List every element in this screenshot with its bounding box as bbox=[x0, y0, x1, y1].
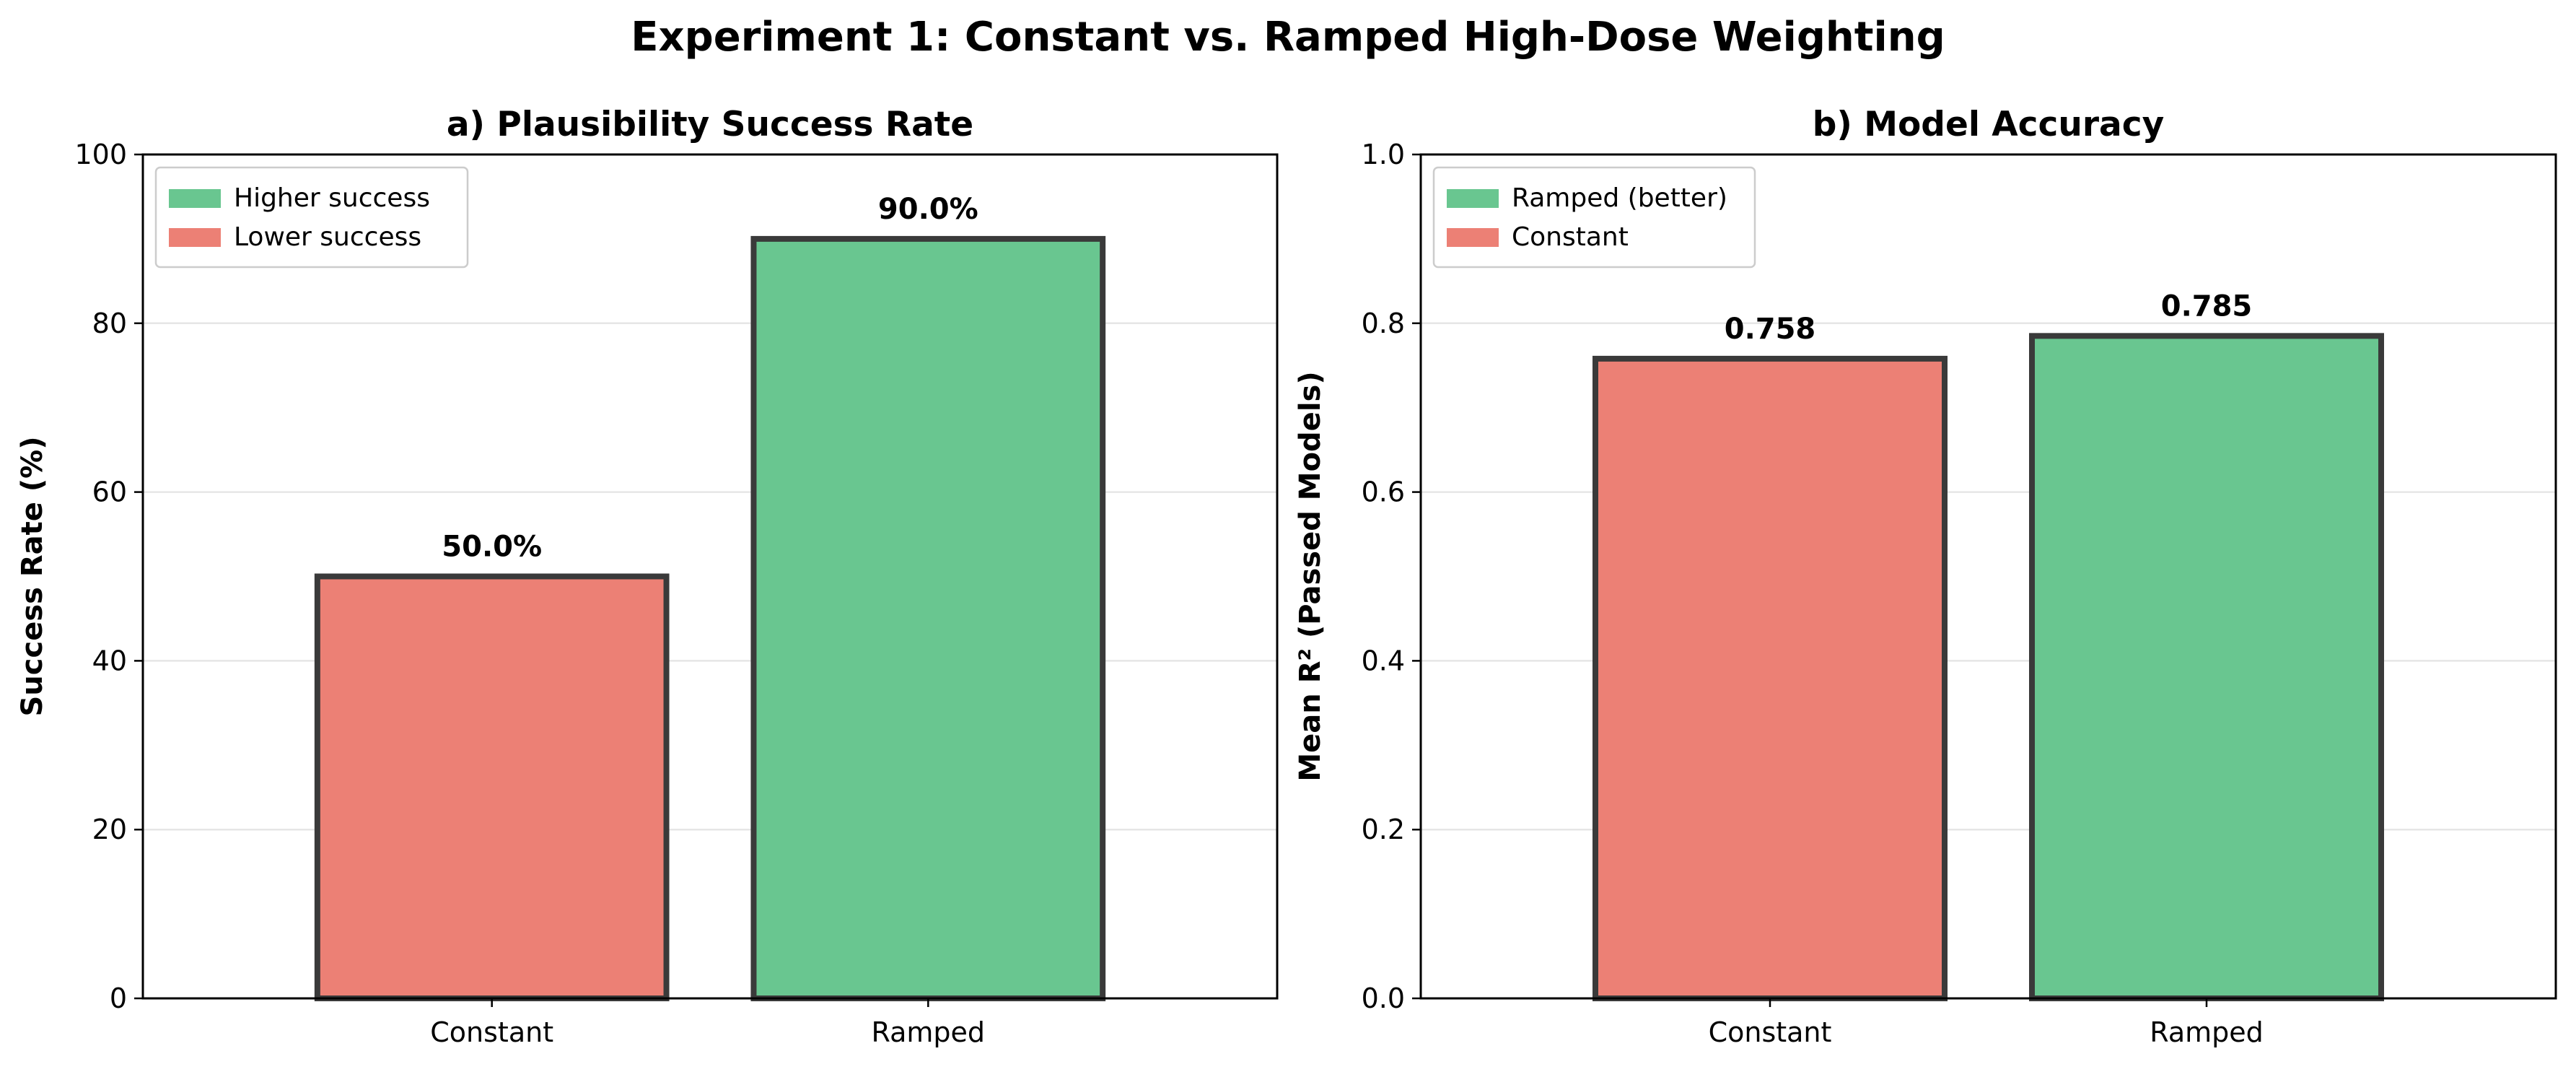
chart-2-title: b) Model Accuracy bbox=[1813, 105, 2165, 144]
panel-b-accuracy-chart: 0.758 Constant 0.785 Ramped 0.0 0.2 0.4 0.6 0.8 1… bbox=[1294, 105, 2557, 1048]
chart-2-bar-ramped bbox=[2029, 333, 2384, 1001]
chart-1-y-tick-label: 60 bbox=[92, 476, 127, 508]
chart-2-legend bbox=[1432, 166, 1756, 269]
chart-1-y-axis-label: Success Rate (%) bbox=[16, 437, 49, 717]
chart-1-value-label: 90.0% bbox=[878, 193, 978, 226]
chart-2-legend-label: Ramped (better) bbox=[1512, 183, 1727, 213]
chart-1-legend-swatch bbox=[169, 189, 221, 208]
chart-2-value-label: 0.758 bbox=[1725, 313, 1816, 346]
chart-2-x-tick-label: Ramped bbox=[2150, 1016, 2264, 1048]
chart-2-y-tick-label: 0.0 bbox=[1362, 982, 1405, 1014]
chart-2-legend-label: Constant bbox=[1512, 222, 1629, 252]
chart-2-legend-swatch bbox=[1447, 189, 1499, 208]
chart-1-bar-constant bbox=[314, 573, 670, 1001]
chart-2-legend-swatch bbox=[1447, 228, 1499, 247]
chart-2-y-tick-label: 0.4 bbox=[1362, 645, 1405, 676]
chart-1-x-tick-label: Ramped bbox=[872, 1016, 986, 1048]
chart-2-y-tick-label: 0.8 bbox=[1362, 308, 1405, 339]
chart-2-y-tick-label: 0.2 bbox=[1362, 814, 1405, 845]
chart-1-y-tick-label: 40 bbox=[92, 645, 127, 676]
chart-1-legend-label: Higher success bbox=[234, 183, 430, 213]
chart-1-bar-ramped bbox=[750, 235, 1106, 1001]
panel-a-plausibility-chart: 50.0% Constant 90.0% Ramped 0 20 40 60 80 100 a) P… bbox=[16, 105, 1279, 1048]
chart-1-y-tick-label: 0 bbox=[110, 982, 127, 1014]
chart-1-y-tick-label: 80 bbox=[92, 308, 127, 339]
chart-1-legend-label: Lower success bbox=[234, 222, 421, 252]
chart-2-axes-frame bbox=[1419, 153, 2557, 1000]
chart-1-legend bbox=[154, 166, 469, 269]
chart-1-y-tick-label: 20 bbox=[92, 814, 127, 845]
chart-1-legend-swatch bbox=[169, 228, 221, 247]
chart-1-value-label: 50.0% bbox=[442, 531, 542, 564]
chart-1-title: a) Plausibility Success Rate bbox=[447, 105, 973, 144]
chart-2-value-label: 0.785 bbox=[2161, 289, 2253, 323]
chart-2-y-axis-label: Mean R² (Passed Models) bbox=[1294, 371, 1327, 781]
figure-title: Experiment 1: Constant vs. Ramped High-D… bbox=[631, 14, 1945, 61]
chart-1-y-tick-label: 100 bbox=[74, 139, 127, 170]
chart-2-bar-constant bbox=[1593, 355, 1948, 1001]
chart-2-x-tick-label: Constant bbox=[1709, 1016, 1832, 1048]
chart-2-y-tick-label: 0.6 bbox=[1362, 476, 1405, 508]
chart-1-axes-frame bbox=[141, 153, 1279, 1000]
chart-2-y-tick-label: 1.0 bbox=[1362, 139, 1405, 170]
chart-1-x-tick-label: Constant bbox=[430, 1016, 553, 1048]
